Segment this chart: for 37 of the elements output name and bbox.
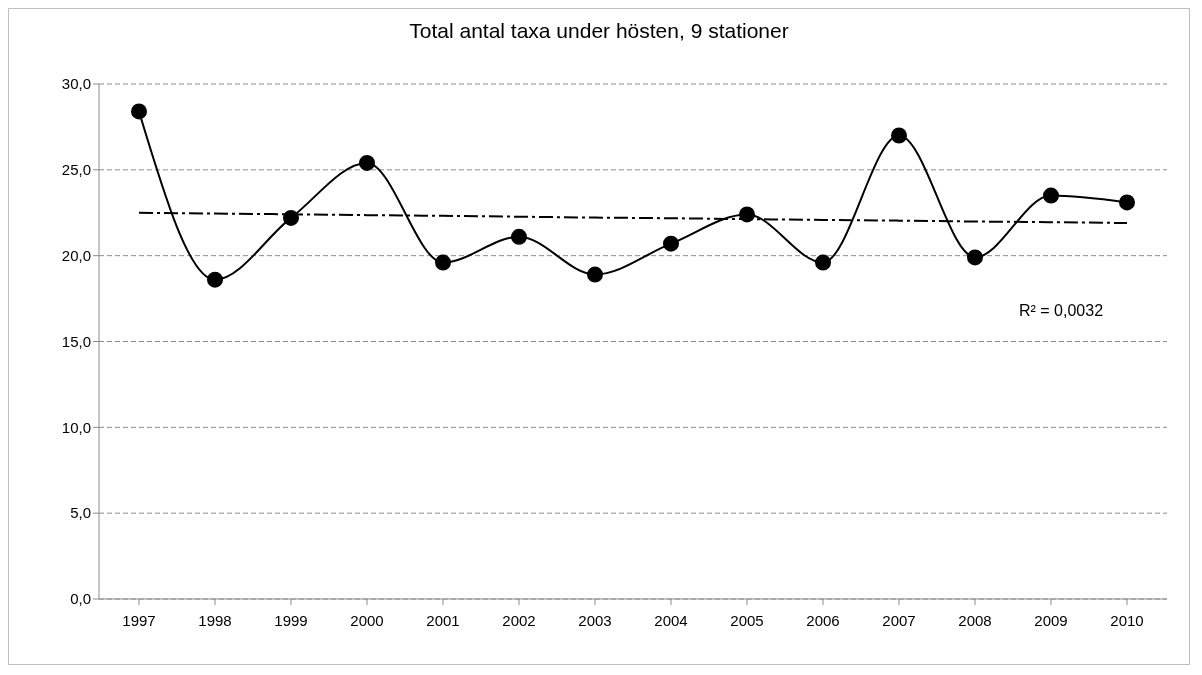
point (891, 127, 907, 144)
x-tick-label: 2008 (958, 611, 992, 629)
x-tick-label: 2009 (1034, 611, 1068, 629)
point (815, 254, 831, 271)
x-tick-label: 2006 (806, 611, 840, 629)
y-tick-label: 20,0 (61, 246, 91, 264)
chart-title: Total antal taxa under hösten, 9 stationer (408, 19, 790, 43)
point (435, 254, 451, 271)
x-tick-label: 1997 (122, 611, 156, 629)
x-tick-label: 2004 (654, 611, 688, 629)
x-tick-label: 2007 (882, 611, 916, 629)
point (663, 235, 679, 252)
y-tick-label: 10,0 (61, 418, 91, 436)
point (587, 266, 603, 283)
x-tick-label: 2002 (502, 611, 536, 629)
x-tick-label: 2001 (426, 611, 460, 629)
y-tick-label: 30,0 (61, 75, 91, 93)
point (283, 209, 299, 226)
point (511, 228, 527, 245)
x-tick-label: 1999 (274, 611, 308, 629)
x-tick-label: 2000 (350, 611, 384, 629)
point (967, 249, 983, 266)
y-tick-label: 25,0 (61, 161, 91, 179)
point (207, 271, 223, 288)
y-tick-label: 15,0 (61, 332, 91, 350)
annotation: R² = 0,0032 (1019, 302, 1104, 319)
x-tick-label: 2005 (730, 611, 764, 629)
point (131, 103, 147, 120)
point (739, 206, 755, 223)
point (1043, 187, 1059, 204)
x-tick-label: 2010 (1110, 611, 1144, 629)
x-tick-label: 1998 (198, 611, 232, 629)
point (359, 154, 375, 171)
y-tick-label: 0,0 (70, 590, 91, 608)
point (1119, 194, 1135, 211)
y-tick-label: 5,0 (70, 504, 91, 522)
x-tick-label: 2003 (578, 611, 612, 629)
